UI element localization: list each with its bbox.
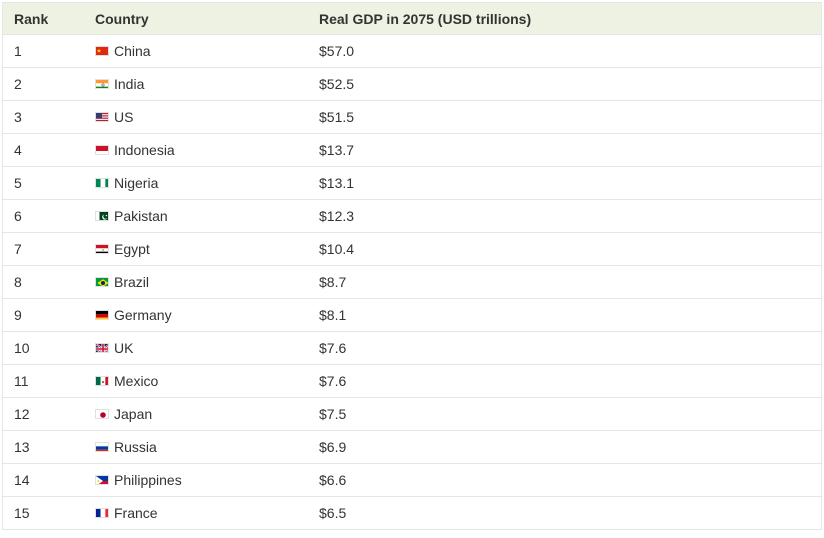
gdp-cell: $8.7 (319, 274, 347, 290)
header-rank[interactable]: Rank (14, 10, 49, 27)
indonesia-flag-icon (95, 145, 109, 155)
country-name: Philippines (114, 472, 182, 488)
rank-cell: 3 (14, 109, 22, 125)
country-name: Mexico (114, 373, 159, 389)
egypt-flag-icon (95, 244, 109, 254)
gdp-cell: $57.0 (319, 43, 355, 59)
rank-cell: 5 (14, 175, 22, 191)
header-country[interactable]: Country (95, 10, 149, 27)
gdp-cell: $51.5 (319, 109, 355, 125)
table-row: 8 Brazil $8.7 (3, 266, 821, 299)
table-row: 11 Mexico $7.6 (3, 365, 821, 398)
country-name: France (114, 505, 158, 521)
country-cell: Brazil (84, 274, 308, 290)
rank-cell: 1 (14, 43, 22, 59)
table-row: 15 France $6.5 (3, 497, 821, 530)
table-row: 3 US $51.5 (3, 101, 821, 134)
rank-cell: 11 (14, 373, 29, 389)
gdp-cell: $6.9 (319, 439, 347, 455)
us-flag-icon (95, 112, 109, 122)
country-name: Germany (114, 307, 172, 323)
japan-flag-icon (95, 409, 109, 419)
rank-cell: 13 (14, 439, 30, 455)
rank-cell: 6 (14, 208, 22, 224)
gdp-cell: $13.1 (319, 175, 355, 191)
country-cell: Russia (84, 439, 308, 455)
table-row: 13 Russia $6.9 (3, 431, 821, 464)
country-name: Japan (114, 406, 153, 422)
country-name: Pakistan (114, 208, 168, 224)
gdp-table: Rank Country Real GDP in 2075 (USD trill… (2, 2, 822, 530)
country-cell: Pakistan (84, 208, 308, 224)
table-row: 1 China $57.0 (3, 35, 821, 68)
table-body: 1 China $57.0 2 India $52.5 3 US $51.5 4 Indonesia… (3, 35, 821, 530)
table-row: 4 Indonesia $13.7 (3, 134, 821, 167)
mexico-flag-icon (95, 376, 109, 386)
gdp-cell: $12.3 (319, 208, 355, 224)
rank-cell: 2 (14, 76, 22, 92)
uk-flag-icon (95, 343, 109, 353)
country-cell: China (84, 43, 308, 59)
rank-cell: 4 (14, 142, 22, 158)
rank-cell: 15 (14, 505, 30, 521)
pakistan-flag-icon (95, 211, 109, 221)
country-cell: Egypt (84, 241, 308, 257)
country-name: Russia (114, 439, 157, 455)
country-name: US (114, 109, 134, 125)
country-cell: Indonesia (84, 142, 308, 158)
table-row: 14 Philippines $6.6 (3, 464, 821, 497)
india-flag-icon (95, 79, 109, 89)
country-name: China (114, 43, 151, 59)
gdp-cell: $6.5 (319, 505, 347, 521)
header-gdp[interactable]: Real GDP in 2075 (USD trillions) (319, 10, 532, 27)
rank-cell: 10 (14, 340, 30, 356)
gdp-cell: $10.4 (319, 241, 355, 257)
brazil-flag-icon (95, 277, 109, 287)
table-header-row: Rank Country Real GDP in 2075 (USD trill… (3, 3, 821, 35)
table-row: 6 Pakistan $12.3 (3, 200, 821, 233)
country-name: UK (114, 340, 134, 356)
rank-cell: 9 (14, 307, 22, 323)
country-cell: Nigeria (84, 175, 308, 191)
gdp-cell: $7.6 (319, 373, 347, 389)
nigeria-flag-icon (95, 178, 109, 188)
gdp-cell: $13.7 (319, 142, 355, 158)
country-cell: US (84, 109, 308, 125)
rank-cell: 7 (14, 241, 22, 257)
country-cell: Philippines (84, 472, 308, 488)
table-row: 12 Japan $7.5 (3, 398, 821, 431)
gdp-cell: $7.5 (319, 406, 347, 422)
table-row: 7 Egypt $10.4 (3, 233, 821, 266)
russia-flag-icon (95, 442, 109, 452)
table-row: 5 Nigeria $13.1 (3, 167, 821, 200)
country-name: Nigeria (114, 175, 159, 191)
country-cell: Germany (84, 307, 308, 323)
country-cell: Japan (84, 406, 308, 422)
country-name: Indonesia (114, 142, 175, 158)
gdp-cell: $52.5 (319, 76, 355, 92)
germany-flag-icon (95, 310, 109, 320)
rank-cell: 14 (14, 472, 30, 488)
country-name: India (114, 76, 145, 92)
country-name: Egypt (114, 241, 150, 257)
table-row: 2 India $52.5 (3, 68, 821, 101)
table-row: 10 UK $7.6 (3, 332, 821, 365)
country-cell: France (84, 505, 308, 521)
france-flag-icon (95, 508, 109, 518)
table-row: 9 Germany $8.1 (3, 299, 821, 332)
country-cell: Mexico (84, 373, 308, 389)
gdp-cell: $7.6 (319, 340, 347, 356)
philippines-flag-icon (95, 475, 109, 485)
gdp-cell: $8.1 (319, 307, 347, 323)
gdp-cell: $6.6 (319, 472, 347, 488)
rank-cell: 8 (14, 274, 22, 290)
china-flag-icon (95, 46, 109, 56)
rank-cell: 12 (14, 406, 30, 422)
country-cell: India (84, 76, 308, 92)
country-name: Brazil (114, 274, 150, 290)
country-cell: UK (84, 340, 308, 356)
